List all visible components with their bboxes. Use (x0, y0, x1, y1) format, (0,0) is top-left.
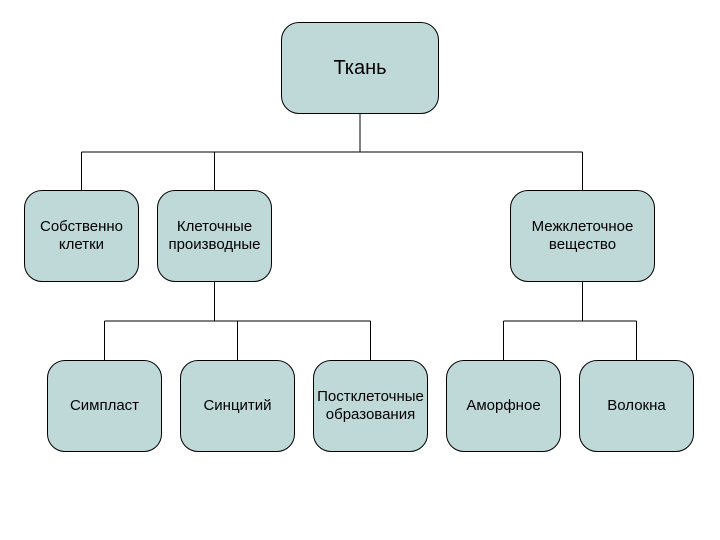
node-n4: Симпласт (47, 360, 162, 452)
node-n6: Постклеточные образования (313, 360, 428, 452)
node-n3: Межклеточное вещество (510, 190, 655, 282)
node-n8: Волокна (579, 360, 694, 452)
node-n2: Клеточные производные (157, 190, 272, 282)
node-n1: Собственно клетки (24, 190, 139, 282)
node-n7: Аморфное (446, 360, 561, 452)
node-n5: Синцитий (180, 360, 295, 452)
node-root: Ткань (281, 22, 439, 114)
